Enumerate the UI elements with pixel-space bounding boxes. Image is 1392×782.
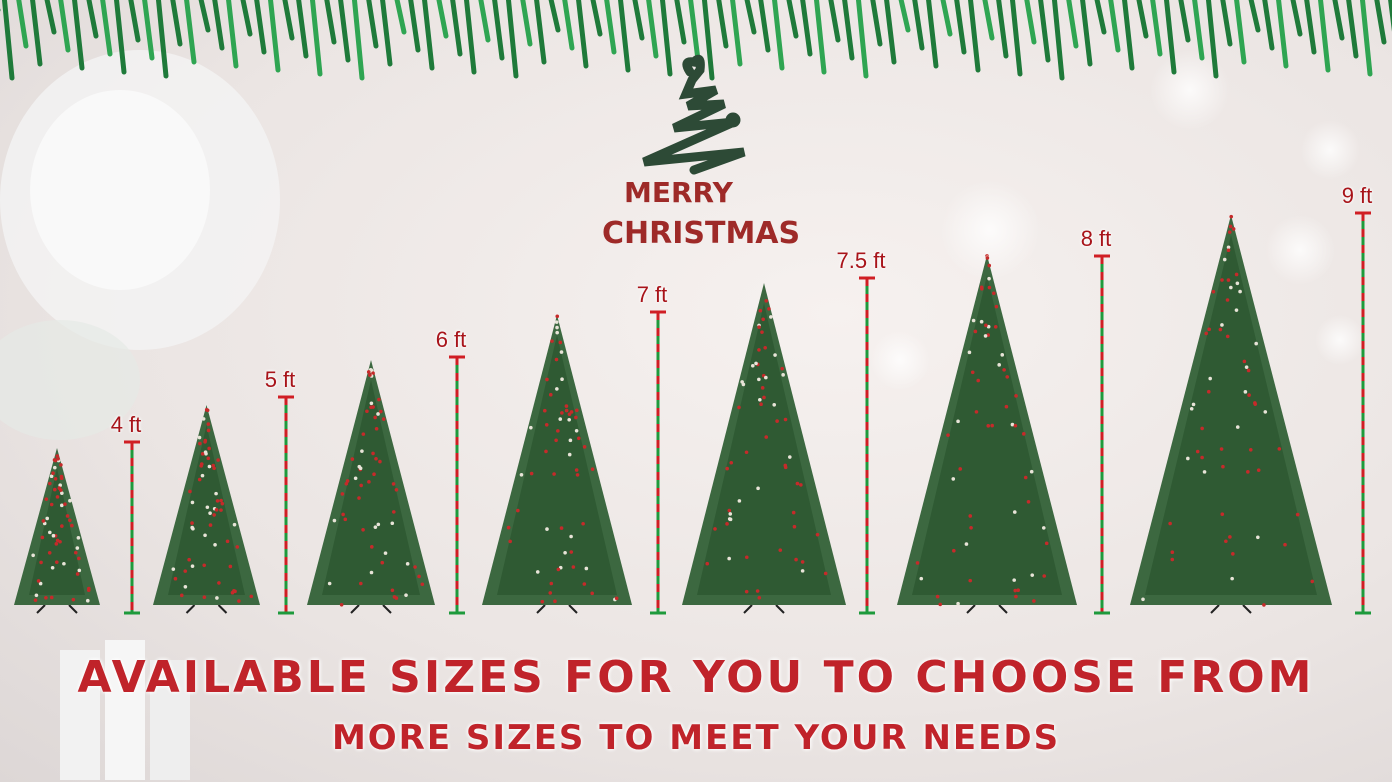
height-ruler-7 (1355, 213, 1371, 613)
christmas-tree-5 (682, 283, 846, 613)
height-ruler-6 (1094, 256, 1110, 613)
size-label: 9 ft (1342, 183, 1373, 209)
size-label: 6 ft (436, 327, 467, 353)
christmas-tree-logo-icon (644, 59, 744, 170)
headline: AVAILABLE SIZES FOR YOU TO CHOOSE FROM (0, 652, 1392, 703)
size-label: 7 ft (637, 282, 668, 308)
size-label: 5 ft (265, 367, 296, 393)
christmas-tree-2 (153, 405, 260, 613)
bokeh-lights (870, 50, 1365, 390)
height-ruler-4 (650, 312, 666, 613)
christmas-tree-3 (307, 360, 435, 613)
subheadline: MORE SIZES TO MEET YOUR NEEDS (0, 718, 1392, 758)
christmas-tree-4 (482, 314, 632, 613)
rose-decoration (0, 50, 280, 440)
christmas-tree-6 (897, 254, 1077, 613)
height-ruler-2 (278, 397, 294, 613)
size-label: 7.5 ft (837, 248, 886, 274)
height-ruler-3 (449, 357, 465, 613)
size-label: 8 ft (1081, 226, 1112, 252)
christmas-tree-1 (14, 448, 100, 613)
height-ruler-5 (859, 278, 875, 613)
size-label: 4 ft (111, 412, 142, 438)
height-ruler-1 (124, 442, 140, 613)
logo-merry: MERRY (624, 176, 733, 209)
logo-christmas: CHRISTMAS (602, 216, 800, 251)
